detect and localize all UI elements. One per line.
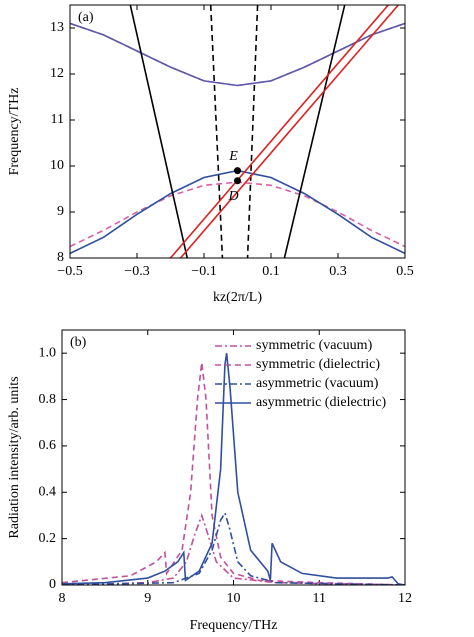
legend-label: asymmetric (vacuum) [256,376,379,391]
x-tick-label: 8 [59,591,66,606]
series-line [179,5,399,258]
y-tick-label: 12 [50,66,64,81]
y-tick-label: 0 [49,577,56,592]
x-tick-label: 0.5 [396,264,414,279]
y-tick-label: 10 [50,158,64,173]
x-tick-label: −0.1 [191,264,216,279]
series-line [62,353,405,585]
legend-label: asymmetric (dielectric) [256,395,387,410]
plot-frame [61,329,406,586]
x-tick-label: 0.1 [262,264,280,279]
plot-frame [69,4,406,259]
series-line [246,5,259,258]
x-tick-label: 0.3 [329,264,347,279]
x-tick-label: 12 [398,591,412,606]
x-tick-label: 9 [144,591,151,606]
y-tick-label: 0.6 [39,438,57,453]
y-tick-label: 0.8 [39,392,57,407]
x-tick-label: −0.5 [57,264,82,279]
y-tick-label: 1.0 [39,345,57,360]
y-tick-label: 13 [50,20,64,35]
series-line [169,5,389,258]
y-tick-label: 0.2 [39,531,57,546]
y-axis-label: Radiation intensity/arb. units [7,376,22,538]
series-line [209,5,224,258]
y-tick-label: 11 [51,112,64,127]
y-tick-label: 9 [57,204,64,219]
point [234,177,241,185]
series-line [283,5,346,258]
x-tick-label: 11 [313,591,326,606]
series-line [70,22,405,87]
point-label: D [227,189,238,204]
point [234,167,241,175]
legend-label: symmetric (dielectric) [256,357,380,372]
x-tick-label: −0.3 [124,264,149,279]
series-line [129,5,189,258]
panel-label: (a) [78,10,94,25]
x-axis-label: kz(2π/L) [213,290,262,305]
y-tick-label: 8 [57,250,64,265]
panel-label: (b) [70,335,87,350]
series-line [62,362,405,585]
series-line [62,513,405,585]
x-axis-label: Frequency/THz [190,618,278,633]
y-tick-label: 0.4 [39,484,57,499]
y-axis-label: Frequency/THz [7,88,22,176]
point-label: E [228,149,238,164]
legend-label: symmetric (vacuum) [256,338,373,353]
x-tick-label: 10 [227,591,241,606]
